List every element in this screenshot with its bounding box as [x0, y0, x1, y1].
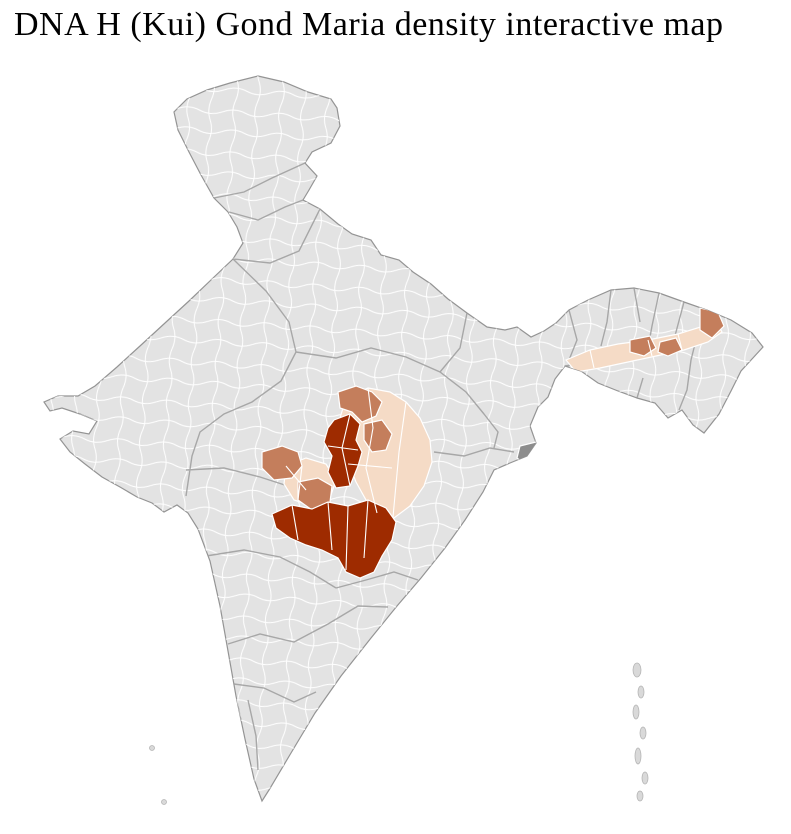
medium-density-districts — [261, 307, 725, 511]
andaman-island[interactable] — [634, 747, 642, 765]
district-inner-borders — [285, 333, 683, 571]
andaman-island[interactable] — [632, 704, 640, 720]
page-title: DNA H (Kui) Gond Maria density interacti… — [14, 6, 724, 43]
andaman-island[interactable] — [636, 790, 644, 802]
district-medium-assam-mid-1[interactable] — [629, 335, 657, 357]
lakshadweep-island[interactable] — [149, 745, 155, 751]
andaman-island[interactable] — [637, 685, 645, 699]
andaman-island[interactable] — [639, 726, 647, 740]
district-medium-assam-mid-2[interactable] — [657, 337, 683, 357]
andaman-island[interactable] — [641, 771, 649, 785]
island-chains — [149, 662, 649, 805]
lakshadweep-island[interactable] — [161, 799, 167, 805]
district-medium-west-isolated[interactable] — [261, 445, 303, 481]
high-density-districts — [271, 413, 397, 579]
district-medium-east-of-core[interactable] — [363, 419, 393, 453]
andaman-island[interactable] — [632, 662, 642, 678]
inner-border-lines — [285, 333, 683, 571]
district-neutral-gray[interactable] — [516, 441, 547, 468]
